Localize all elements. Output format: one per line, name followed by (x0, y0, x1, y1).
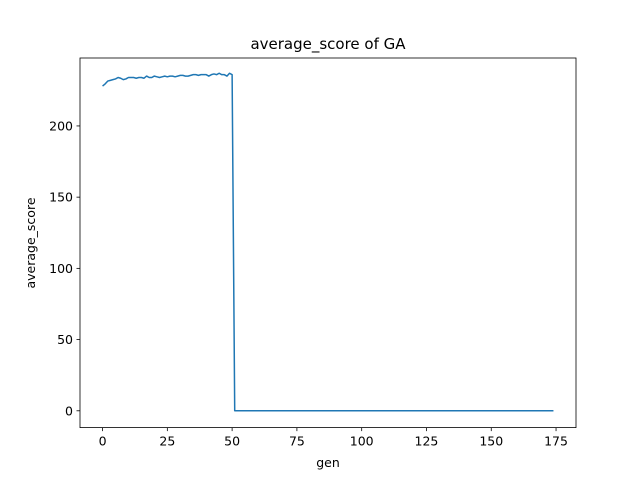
x-tick-label: 175 (544, 434, 568, 449)
chart-title: average_score of GA (250, 35, 406, 54)
x-tick-label: 50 (224, 434, 240, 449)
x-tick-label: 125 (415, 434, 439, 449)
y-axis-ticks: 0 50 100 150 200 (49, 118, 80, 418)
series-line-0 (102, 72, 554, 412)
y-tick-label: 200 (49, 118, 73, 133)
x-tick-label: 75 (289, 434, 305, 449)
plot-area (102, 72, 554, 412)
y-axis-label: average_score (23, 197, 38, 288)
y-tick-label: 100 (49, 261, 73, 276)
x-axis-ticks: 0 25 50 75 100 125 150 175 (99, 427, 568, 449)
x-tick-label: 0 (99, 434, 107, 449)
x-tick-label: 25 (159, 434, 175, 449)
y-tick-label: 150 (49, 190, 73, 205)
x-axis-label: gen (316, 455, 340, 470)
y-tick-label: 0 (65, 403, 73, 418)
x-tick-label: 100 (350, 434, 374, 449)
x-tick-label: 150 (479, 434, 503, 449)
y-tick-label: 50 (57, 332, 73, 347)
axes-frame (79, 57, 577, 429)
